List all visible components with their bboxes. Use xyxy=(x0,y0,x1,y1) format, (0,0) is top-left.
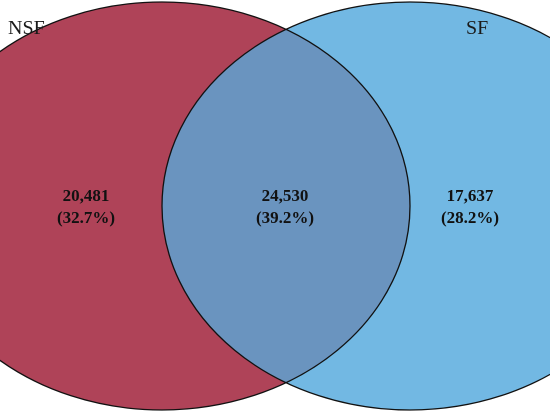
sf-set-label: SF xyxy=(466,17,488,39)
nsf-only-percent: (32.7%) xyxy=(57,208,115,227)
sf-set-outline xyxy=(161,1,550,411)
intersection-percent: (39.2%) xyxy=(256,208,314,227)
overlap-region xyxy=(162,2,410,410)
sf-only-count: 17,637 xyxy=(447,186,494,205)
nsf-only-count: 20,481 xyxy=(63,186,110,205)
intersection-count: 24,530 xyxy=(262,186,309,205)
sf-only-percent: (28.2%) xyxy=(441,208,499,227)
nsf-set-label: NSF xyxy=(8,17,45,39)
nsf-set-outline xyxy=(0,1,411,411)
